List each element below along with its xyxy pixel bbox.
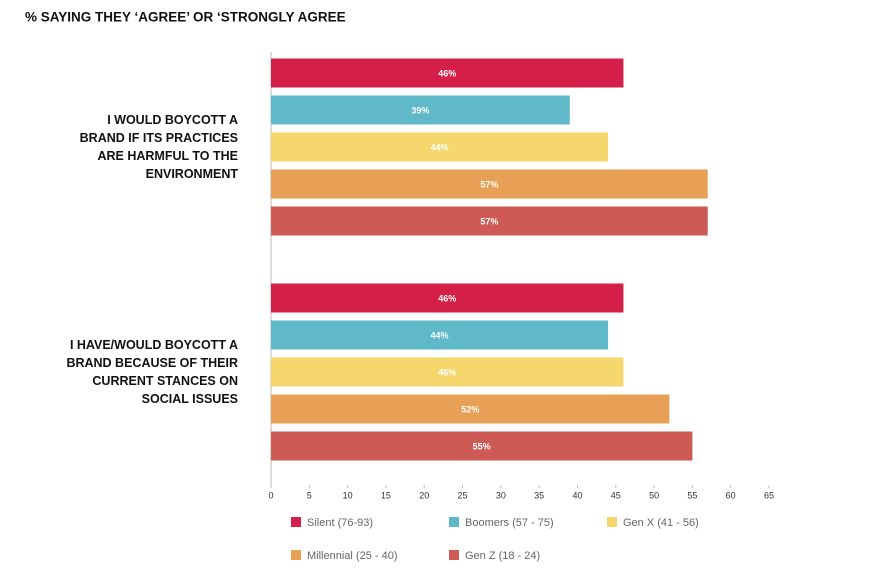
x-tick-label: 40	[572, 490, 582, 500]
legend-swatch	[291, 550, 301, 560]
x-tick-label: 50	[649, 490, 659, 500]
bar	[271, 206, 708, 236]
bar	[271, 169, 708, 199]
x-tick-label: 65	[764, 490, 774, 500]
bar	[271, 431, 693, 461]
x-tick-label: 45	[611, 490, 621, 500]
x-tick-label: 35	[534, 490, 544, 500]
x-tick-label: 5	[307, 490, 312, 500]
legend-label: Millennial (25 - 40)	[307, 550, 397, 562]
value-label: 57%	[480, 179, 498, 189]
value-label: 57%	[480, 216, 498, 226]
x-tick-label: 60	[726, 490, 736, 500]
bar	[271, 132, 609, 162]
bar	[271, 394, 670, 424]
value-label: 52%	[461, 404, 479, 414]
legend-label: Silent (76-93)	[307, 517, 373, 529]
bar	[271, 283, 624, 313]
value-label: 39%	[411, 105, 429, 115]
legend-label: Gen Z (18 - 24)	[465, 550, 540, 562]
x-tick-label: 20	[419, 490, 429, 500]
legend-swatch	[449, 517, 459, 527]
x-tick-label: 15	[381, 490, 391, 500]
value-label: 44%	[431, 330, 449, 340]
value-label: 46%	[438, 367, 456, 377]
x-tick-label: 10	[343, 490, 353, 500]
value-label: 55%	[473, 441, 491, 451]
legend-label: Boomers (57 - 75)	[465, 517, 554, 529]
x-tick-label: 25	[458, 490, 468, 500]
value-label: 46%	[438, 293, 456, 303]
bar	[271, 58, 624, 88]
bar	[271, 320, 609, 350]
category-label: I WOULD BOYCOTT A BRAND IF ITS PRACTICES…	[79, 113, 238, 181]
value-label: 44%	[431, 142, 449, 152]
category-label: I HAVE/WOULD BOYCOTT A BRAND BECAUSE OF …	[66, 338, 238, 406]
legend-swatch	[449, 550, 459, 560]
bar	[271, 95, 570, 125]
value-label: 46%	[438, 68, 456, 78]
legend-label: Gen X (41 - 56)	[623, 517, 699, 529]
legend-swatch	[291, 517, 301, 527]
bar	[271, 357, 624, 387]
x-tick-label: 30	[496, 490, 506, 500]
chart-title: % SAYING THEY ‘AGREE’ OR ‘STRONGLY AGREE	[25, 10, 346, 25]
x-tick-label: 0	[268, 490, 273, 500]
legend-swatch	[607, 517, 617, 527]
x-tick-label: 55	[687, 490, 697, 500]
